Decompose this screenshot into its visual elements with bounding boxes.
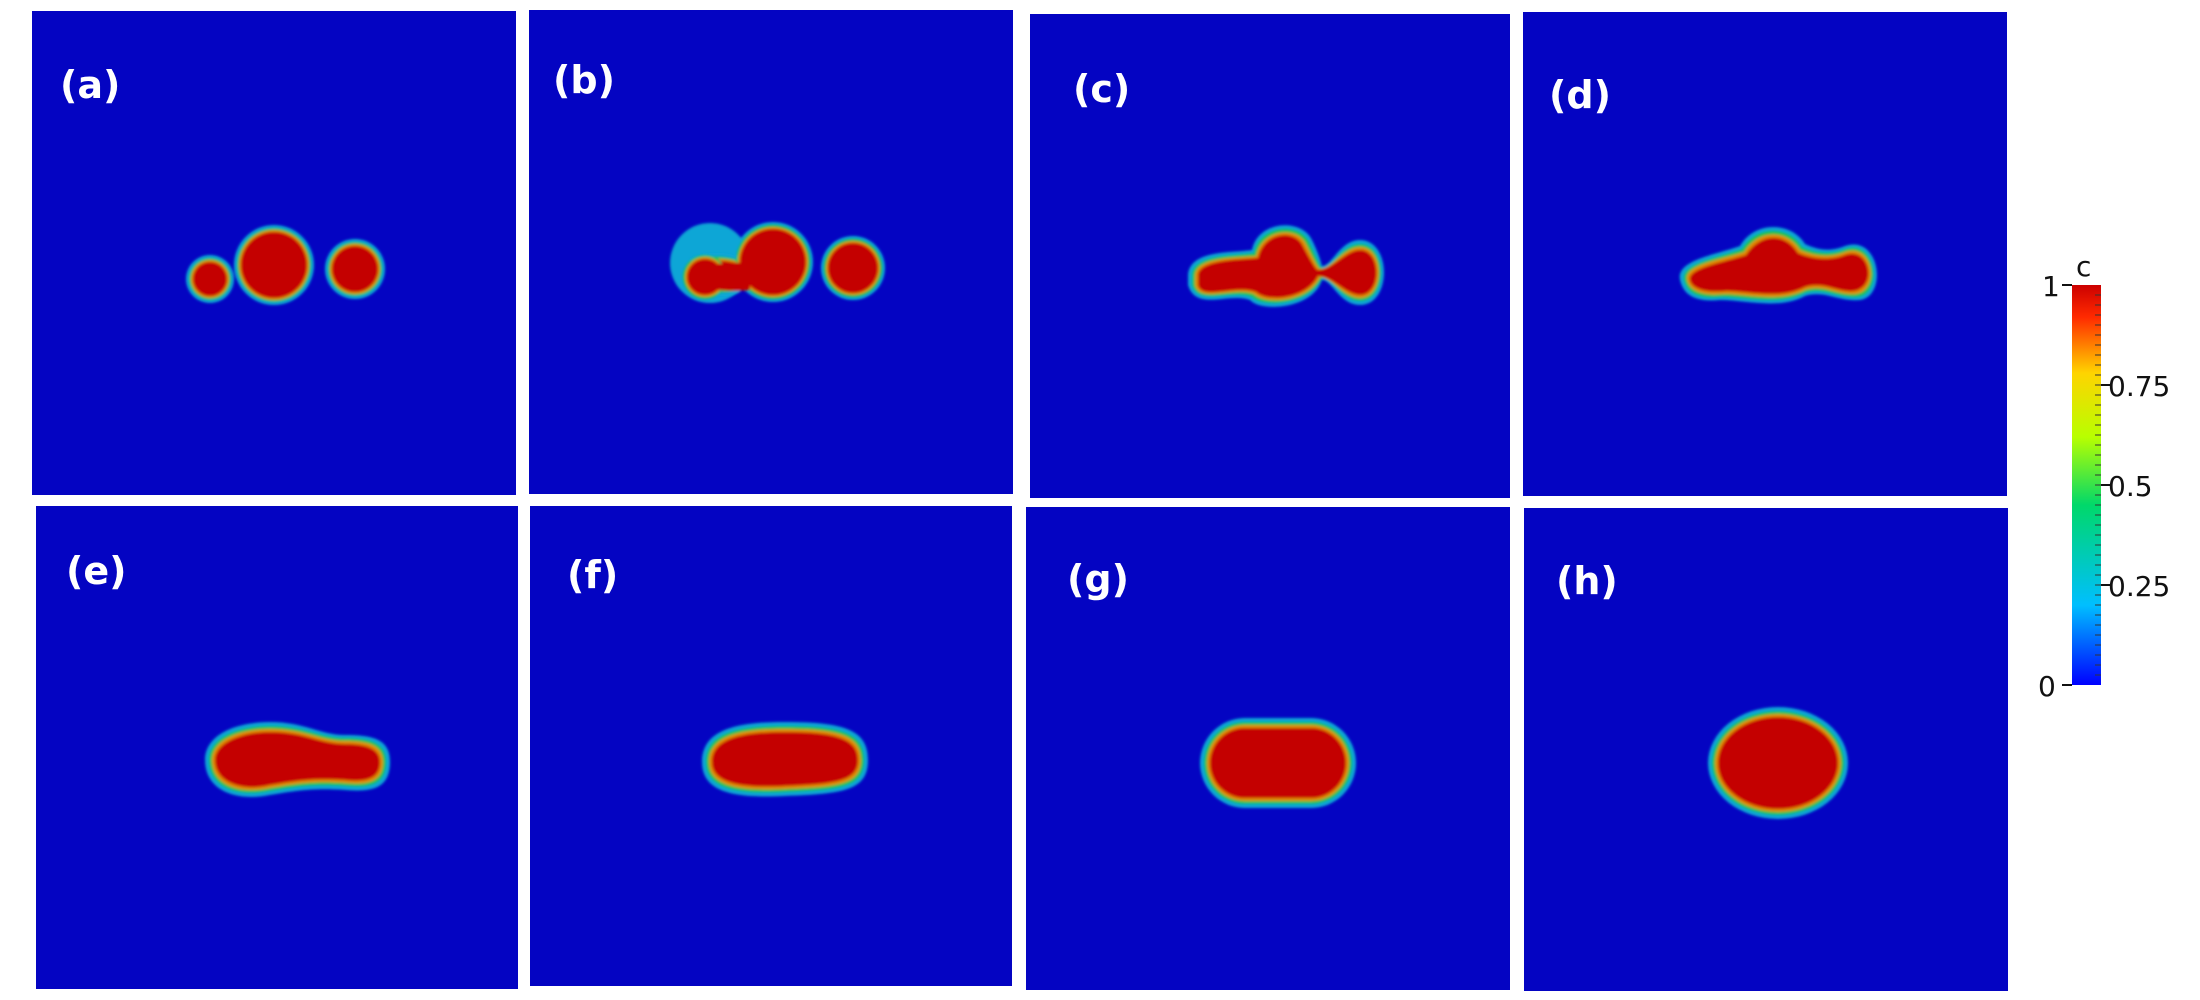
panel-d-droplets xyxy=(1679,227,1877,304)
colorbar-minor-ticks xyxy=(2095,294,2101,676)
panel-g-label: (g) xyxy=(1067,557,1129,601)
panel-a: (a) xyxy=(32,11,516,495)
colorbar-tick-1: 1 xyxy=(2042,270,2060,303)
panel-e: (e) xyxy=(36,506,518,989)
panel-f-droplets xyxy=(702,722,868,797)
panel-d-label: (d) xyxy=(1549,73,1611,117)
panel-c-label: (c) xyxy=(1073,67,1130,111)
panel-d: (d) xyxy=(1523,12,2007,496)
panel-h-label: (h) xyxy=(1556,559,1618,603)
colorbar-tick-05: 0.5 xyxy=(2108,470,2153,503)
panel-c: (c) xyxy=(1030,14,1510,498)
panel-b: (b) xyxy=(529,10,1013,494)
panel-b-label: (b) xyxy=(553,58,615,102)
panel-g-droplets xyxy=(1200,718,1356,808)
panel-g: (g) xyxy=(1026,507,1510,990)
panel-h: (h) xyxy=(1524,508,2008,991)
panel-h-droplets xyxy=(1708,707,1848,819)
colorbar-title: c xyxy=(2076,250,2091,283)
panel-f-label: (f) xyxy=(567,553,618,597)
panel-a-label: (a) xyxy=(60,63,120,107)
panel-f: (f) xyxy=(530,506,1012,986)
panel-e-label: (e) xyxy=(66,549,127,593)
colorbar-tick-025: 0.25 xyxy=(2108,570,2170,603)
colorbar-major-ticks xyxy=(2062,284,2110,686)
colorbar-tick-0: 0 xyxy=(2038,670,2056,703)
colorbar: c 1 0.75 0.5 0.25 0 xyxy=(2038,250,2170,703)
panel-e-droplets xyxy=(205,722,390,797)
panel-c-droplets xyxy=(1188,225,1384,307)
colorbar-tick-075: 0.75 xyxy=(2108,370,2170,403)
panel-a-droplets xyxy=(186,225,385,305)
